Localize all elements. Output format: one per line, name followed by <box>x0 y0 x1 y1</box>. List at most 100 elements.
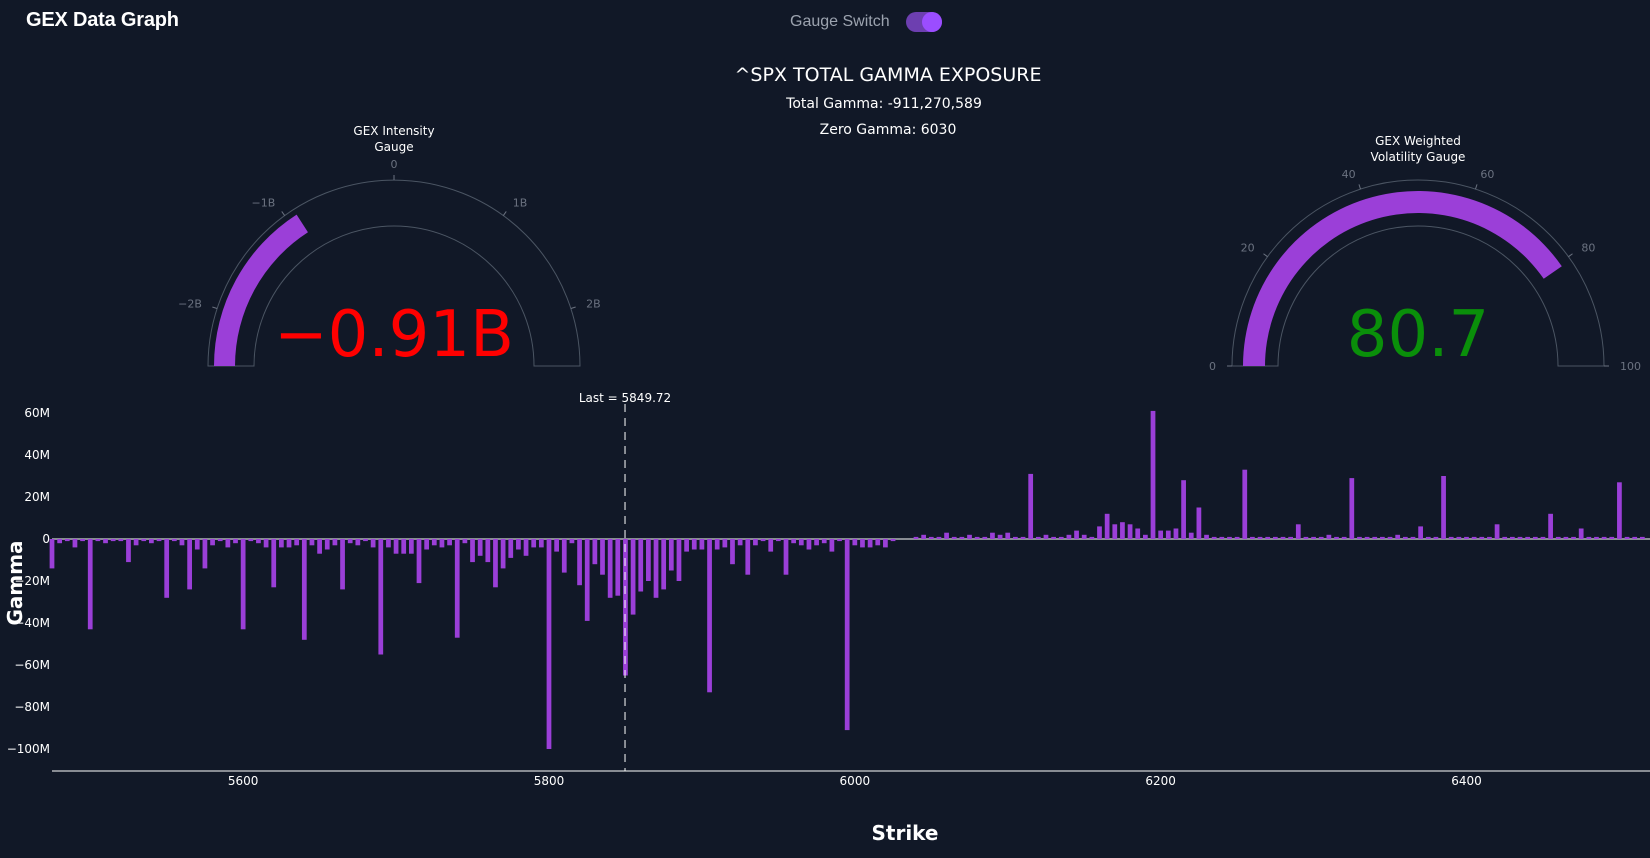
gamma-bar <box>1280 536 1286 539</box>
gamma-bar <box>1334 536 1339 539</box>
intensity-gauge-tick <box>281 211 286 216</box>
gamma-bar <box>829 539 835 552</box>
gamma-bar <box>1487 536 1492 539</box>
y-axis-title: Gamma <box>3 540 27 625</box>
volatility-gauge-tick-label: 100 <box>1620 360 1641 373</box>
gamma-bar <box>1349 478 1355 539</box>
gamma-bar <box>110 539 116 542</box>
gamma-bar <box>554 539 560 552</box>
gamma-bar <box>1219 536 1225 539</box>
gamma-bar <box>600 539 605 575</box>
intensity-gauge-outline <box>207 179 581 367</box>
gamma-bar <box>997 534 1003 539</box>
gamma-bar <box>928 536 934 539</box>
gamma-bar <box>1227 536 1232 539</box>
gamma-bar <box>661 539 667 590</box>
gamma-bar <box>860 539 865 548</box>
gamma-bar <box>821 539 827 544</box>
gamma-bar <box>1303 536 1309 539</box>
gamma-bar <box>179 539 185 546</box>
gamma-bar <box>470 539 475 563</box>
gamma-bar <box>531 539 537 548</box>
gamma-bar <box>126 539 131 563</box>
gamma-bar <box>1380 536 1385 539</box>
volatility-gauge-tick-label: 20 <box>1241 241 1255 254</box>
gamma-bar <box>753 539 758 546</box>
gamma-bar <box>149 539 154 544</box>
gamma-bar <box>80 539 85 542</box>
gamma-bar <box>194 539 200 550</box>
gamma-bar <box>1112 524 1118 539</box>
gamma-bar <box>1211 536 1217 539</box>
intensity-gauge-value-bar <box>214 214 308 366</box>
volatility-gauge-tick <box>1263 253 1268 258</box>
gamma-bar <box>1104 513 1110 539</box>
gauge-switch-label: Gauge Switch <box>790 13 890 30</box>
x-tick-label: 5800 <box>534 774 565 788</box>
gamma-bar <box>783 539 789 575</box>
gamma-bar <box>875 539 881 546</box>
gauge-switch-group: Gauge Switch <box>790 10 942 34</box>
gamma-bar <box>477 539 483 556</box>
gamma-bar <box>1288 536 1294 539</box>
gamma-bar <box>370 539 376 548</box>
volatility-gauge-tick <box>1568 253 1573 258</box>
intensity-gauge-tick-label: −1B <box>252 197 276 210</box>
total-gamma-text: Total Gamma: -911,270,589 <box>785 96 982 112</box>
gamma-bar <box>1433 536 1439 539</box>
gamma-bar <box>990 532 995 539</box>
gamma-bar <box>806 539 812 550</box>
gamma-bar <box>1127 524 1133 539</box>
gamma-bar <box>691 539 697 550</box>
gamma-bar <box>1532 536 1538 539</box>
gamma-bar <box>256 539 261 544</box>
volatility-gauge-tick <box>1358 184 1361 190</box>
gamma-bar <box>1097 526 1102 539</box>
gamma-bar <box>1510 536 1515 539</box>
gamma-bar <box>516 539 521 550</box>
gamma-bar <box>1135 528 1141 539</box>
gamma-bar <box>1051 536 1056 539</box>
gamma-bar <box>775 539 781 542</box>
y-tick-label: −60M <box>14 658 50 672</box>
gamma-bar <box>294 539 300 546</box>
gamma-bar <box>523 539 529 556</box>
gamma-bar <box>944 532 949 539</box>
volatility-gauge-tick-label: 40 <box>1342 168 1356 181</box>
gamma-bar <box>852 539 858 546</box>
y-tick-label: −100M <box>7 742 50 756</box>
gamma-bar <box>217 539 223 542</box>
gamma-bar <box>332 539 338 546</box>
gamma-bar <box>722 539 728 548</box>
gamma-bar <box>1089 536 1095 539</box>
gamma-bar <box>1188 532 1194 539</box>
gamma-bar <box>1410 536 1416 539</box>
gamma-bar <box>561 539 567 573</box>
gamma-bar <box>967 534 972 539</box>
gamma-bar <box>1035 536 1041 539</box>
gamma-bar <box>890 539 896 542</box>
volatility-gauge-tick-label: 60 <box>1480 168 1494 181</box>
gamma-bar <box>1571 536 1576 539</box>
gamma-bar <box>301 539 307 640</box>
gamma-bar <box>1464 536 1469 539</box>
gamma-bar <box>1372 536 1378 539</box>
gamma-bar <box>118 539 124 542</box>
gamma-bar <box>668 539 674 571</box>
gamma-bar <box>233 539 238 544</box>
gamma-bar <box>1181 480 1186 539</box>
gauge-switch-knob[interactable] <box>921 12 942 32</box>
gamma-bar <box>1479 536 1485 539</box>
gamma-bar <box>1142 534 1148 539</box>
gamma-bar <box>1448 536 1454 539</box>
gamma-bar <box>279 539 284 548</box>
gamma-bar <box>263 539 269 548</box>
gamma-bar <box>630 539 636 615</box>
gamma-bar <box>431 539 437 546</box>
gamma-bar <box>1402 536 1408 539</box>
gamma-bar <box>837 539 842 542</box>
gamma-bar <box>1364 536 1370 539</box>
gamma-bar <box>324 539 330 550</box>
gauge-switch-toggle[interactable] <box>905 12 942 32</box>
